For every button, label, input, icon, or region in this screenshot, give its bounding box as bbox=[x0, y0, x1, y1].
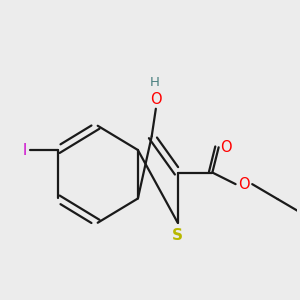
Text: S: S bbox=[172, 228, 183, 243]
Text: O: O bbox=[150, 92, 162, 107]
Text: O: O bbox=[220, 140, 232, 155]
Text: H: H bbox=[150, 76, 160, 88]
Text: O: O bbox=[238, 177, 250, 192]
Text: I: I bbox=[23, 142, 27, 158]
